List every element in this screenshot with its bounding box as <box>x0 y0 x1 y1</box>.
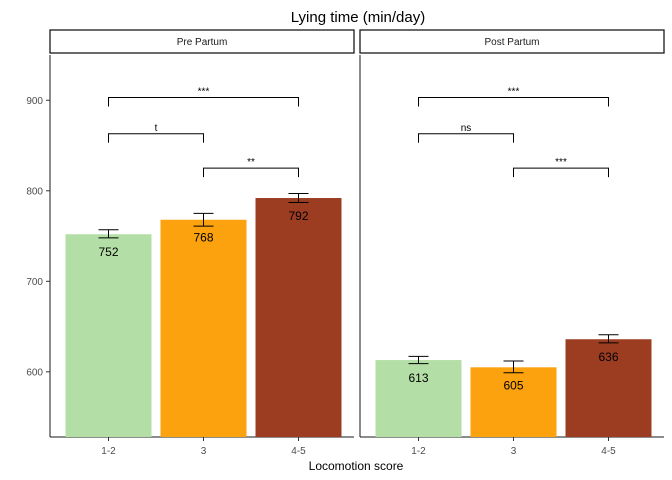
strip-label: Post Partum <box>484 37 539 48</box>
bracket-line <box>418 97 609 107</box>
bar-value-label: 636 <box>598 350 618 364</box>
bar-value-label: 792 <box>288 209 308 223</box>
panel-0: Pre Partum 752 1-2 768 3 792 4-5 *** t ** <box>49 29 355 457</box>
strip-box <box>359 29 665 54</box>
significance-bracket: ** <box>203 157 299 178</box>
bracket-line <box>513 167 609 178</box>
significance-label: t <box>155 123 158 134</box>
bracket-line <box>203 167 299 178</box>
bar-3 <box>160 219 247 437</box>
bracket-line <box>108 97 299 107</box>
strip-label: Pre Partum <box>177 37 228 48</box>
significance-bracket: *** <box>418 87 609 107</box>
bar-value-label: 613 <box>408 371 428 385</box>
y-axis: 600 700 800 900 <box>26 96 50 378</box>
significance-label: ns <box>461 123 472 134</box>
significance-bracket: *** <box>513 157 609 178</box>
x-tick-label: 1-2 <box>411 446 426 457</box>
bar-value-label: 768 <box>193 231 213 245</box>
x-tick-label: 3 <box>201 446 207 457</box>
significance-label: *** <box>555 157 567 168</box>
bracket-line <box>108 133 204 143</box>
facet-panels: Pre Partum 752 1-2 768 3 792 4-5 *** t ** Post Par… <box>49 29 665 457</box>
chart-title: Lying time (min/day) <box>291 9 426 26</box>
significance-label: *** <box>508 87 520 98</box>
significance-bracket: *** <box>108 87 299 107</box>
significance-bracket: ns <box>418 123 514 143</box>
panel-1: Post Partum 613 1-2 605 3 636 4-5 *** ns *** <box>359 29 665 457</box>
y-tick-label: 800 <box>26 186 43 197</box>
y-tick-label: 600 <box>26 367 43 378</box>
bar-value-label: 752 <box>98 245 118 259</box>
bar-3 <box>470 367 557 437</box>
x-tick-label: 4-5 <box>291 446 306 457</box>
strip-box <box>49 29 355 54</box>
bar-value-label: 605 <box>503 378 523 392</box>
bracket-line <box>418 133 514 143</box>
x-tick-label: 4-5 <box>601 446 616 457</box>
x-tick-label: 3 <box>511 446 517 457</box>
y-tick-label: 700 <box>26 277 43 288</box>
bar-1-2 <box>65 234 152 437</box>
x-axis-title: Locomotion score <box>309 459 404 473</box>
bar-4-5 <box>565 339 652 437</box>
significance-bracket: t <box>108 123 204 143</box>
x-tick-label: 1-2 <box>101 446 116 457</box>
significance-label: ** <box>247 157 255 168</box>
bar-4-5 <box>255 198 342 437</box>
significance-label: *** <box>198 87 210 98</box>
bar-1-2 <box>375 360 462 437</box>
y-tick-label: 900 <box>26 96 43 107</box>
